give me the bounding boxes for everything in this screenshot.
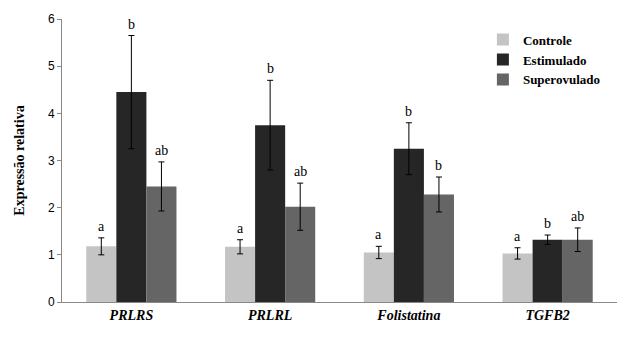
svg-text:PRLRS: PRLRS — [110, 308, 154, 323]
svg-text:a: a — [514, 229, 521, 244]
svg-text:b: b — [267, 61, 274, 76]
svg-text:Superovulado: Superovulado — [523, 72, 600, 87]
svg-text:3: 3 — [48, 154, 55, 168]
svg-text:Folistatina: Folistatina — [376, 308, 440, 323]
svg-text:5: 5 — [48, 59, 55, 73]
svg-text:1: 1 — [48, 248, 55, 262]
svg-text:a: a — [237, 221, 244, 236]
svg-text:ab: ab — [155, 143, 168, 158]
svg-text:Estimulado: Estimulado — [523, 53, 587, 68]
svg-text:6: 6 — [48, 12, 55, 26]
svg-text:b: b — [435, 158, 442, 173]
svg-text:b: b — [128, 17, 135, 32]
svg-text:ab: ab — [294, 164, 307, 179]
svg-text:TGFB2: TGFB2 — [525, 308, 569, 323]
svg-text:Expressão relativa: Expressão relativa — [12, 105, 27, 215]
svg-text:0: 0 — [48, 295, 55, 309]
svg-text:b: b — [544, 216, 551, 231]
svg-text:a: a — [375, 227, 382, 242]
svg-text:a: a — [98, 219, 105, 234]
svg-text:2: 2 — [48, 201, 55, 215]
svg-text:b: b — [405, 104, 412, 119]
svg-text:4: 4 — [48, 107, 55, 121]
svg-text:PRLRL: PRLRL — [248, 308, 292, 323]
svg-text:ab: ab — [571, 209, 584, 224]
svg-text:Controle: Controle — [523, 33, 572, 48]
